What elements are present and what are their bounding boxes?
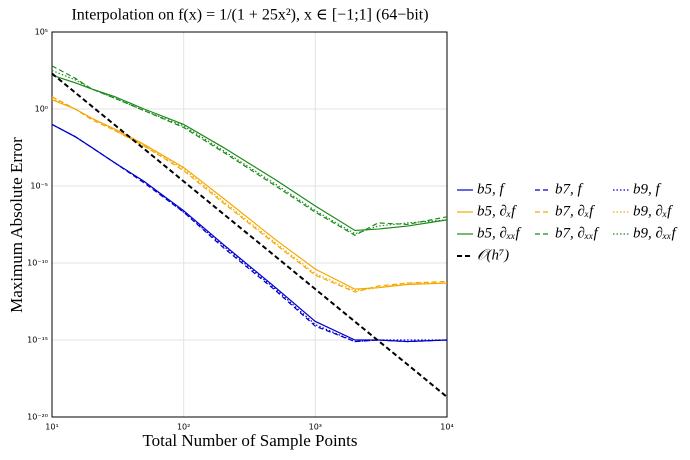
y-tick-label: 10⁻¹⁵ [27, 336, 48, 345]
legend-label: b9, f [633, 181, 662, 197]
series-line [51, 123, 448, 343]
y-axis-label: Maximum Absolute Error [7, 137, 26, 313]
legend-label: b7, f [555, 181, 584, 197]
series-line [51, 69, 448, 235]
series-line [51, 123, 447, 343]
legend-label: b7, ∂ₓf [555, 203, 595, 219]
series-line [51, 123, 448, 343]
plot-frame [51, 31, 448, 418]
x-tick-label: 10² [177, 423, 190, 432]
legend-label: b9, ∂ₓf [633, 203, 673, 219]
chart-title: Interpolation on f(x) = 1/(1 + 25x²), x … [71, 7, 428, 24]
x-tick-label: 10⁴ [440, 423, 453, 432]
y-tick-label: 10⁻²⁰ [27, 413, 48, 422]
legend-label: b7, ∂ₓₓf [555, 225, 599, 241]
legend-label: b5, ∂ₓₓf [477, 225, 521, 241]
legend-label: 𝒪(h⁷) [477, 247, 509, 263]
series-line [51, 65, 448, 236]
x-tick-label: 10¹ [45, 423, 58, 432]
series-line [51, 99, 448, 290]
series-line [51, 74, 448, 232]
series-line [51, 97, 447, 292]
legend-label: b5, ∂ₓf [477, 203, 517, 219]
y-tick-label: 10⁰ [35, 105, 48, 114]
x-axis-label: Total Number of Sample Points [142, 431, 357, 450]
legend-label: b5, f [477, 181, 506, 197]
y-tick-label: 10⁻¹⁰ [27, 259, 48, 268]
series-line [51, 96, 448, 293]
y-tick-label: 10⁵ [35, 28, 48, 37]
x-tick-label: 10³ [309, 423, 322, 432]
series-line [51, 72, 448, 398]
legend-label: b9, ∂ₓₓf [633, 225, 677, 241]
y-tick-label: 10⁻⁵ [30, 182, 48, 191]
